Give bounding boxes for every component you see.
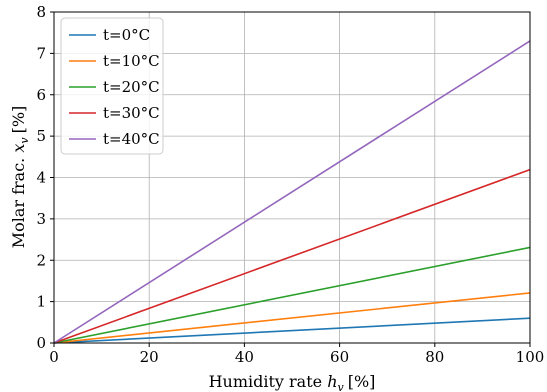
series-line xyxy=(53,40,531,344)
x-tick-label: 40 xyxy=(235,348,254,366)
y-tick-label: 5 xyxy=(36,127,46,145)
series-line xyxy=(53,292,531,344)
x-tick-label: 20 xyxy=(140,348,159,366)
y-tick-label: 6 xyxy=(36,86,46,104)
y-axis-label: Molar frac. xv[%] xyxy=(9,106,31,249)
legend-label: t=30°C xyxy=(103,104,160,122)
y-tick-label: 2 xyxy=(36,251,46,269)
x-axis-label: Humidity rate hv [%] xyxy=(209,372,376,392)
series-line xyxy=(53,317,531,344)
series-line xyxy=(53,168,531,344)
x-tick-label: 0 xyxy=(49,348,59,366)
series-line xyxy=(53,246,531,344)
legend-label: t=0°C xyxy=(103,26,150,44)
legend: t=0°C t=10°C t=20°C t=30°C t=40°C xyxy=(60,17,164,155)
x-tick-label: 80 xyxy=(425,348,444,366)
x-tick-label: 100 xyxy=(516,348,545,366)
y-tick-label: 7 xyxy=(36,44,46,62)
legend-box xyxy=(60,17,164,155)
y-tick-label: 3 xyxy=(36,210,46,228)
legend-label: t=10°C xyxy=(103,52,160,70)
legend-label: t=40°C xyxy=(103,130,160,148)
y-tick-label: 4 xyxy=(36,169,46,187)
legend-label: t=20°C xyxy=(103,78,160,96)
ticks: 0 20 40 60 80 100 0 1 2 3 4 5 6 7 8 xyxy=(36,3,544,366)
y-tick-label: 8 xyxy=(36,3,46,21)
x-tick-label: 60 xyxy=(330,348,349,366)
y-tick-label: 1 xyxy=(36,293,46,311)
series-layer xyxy=(53,40,531,344)
y-tick-label: 0 xyxy=(36,334,46,352)
